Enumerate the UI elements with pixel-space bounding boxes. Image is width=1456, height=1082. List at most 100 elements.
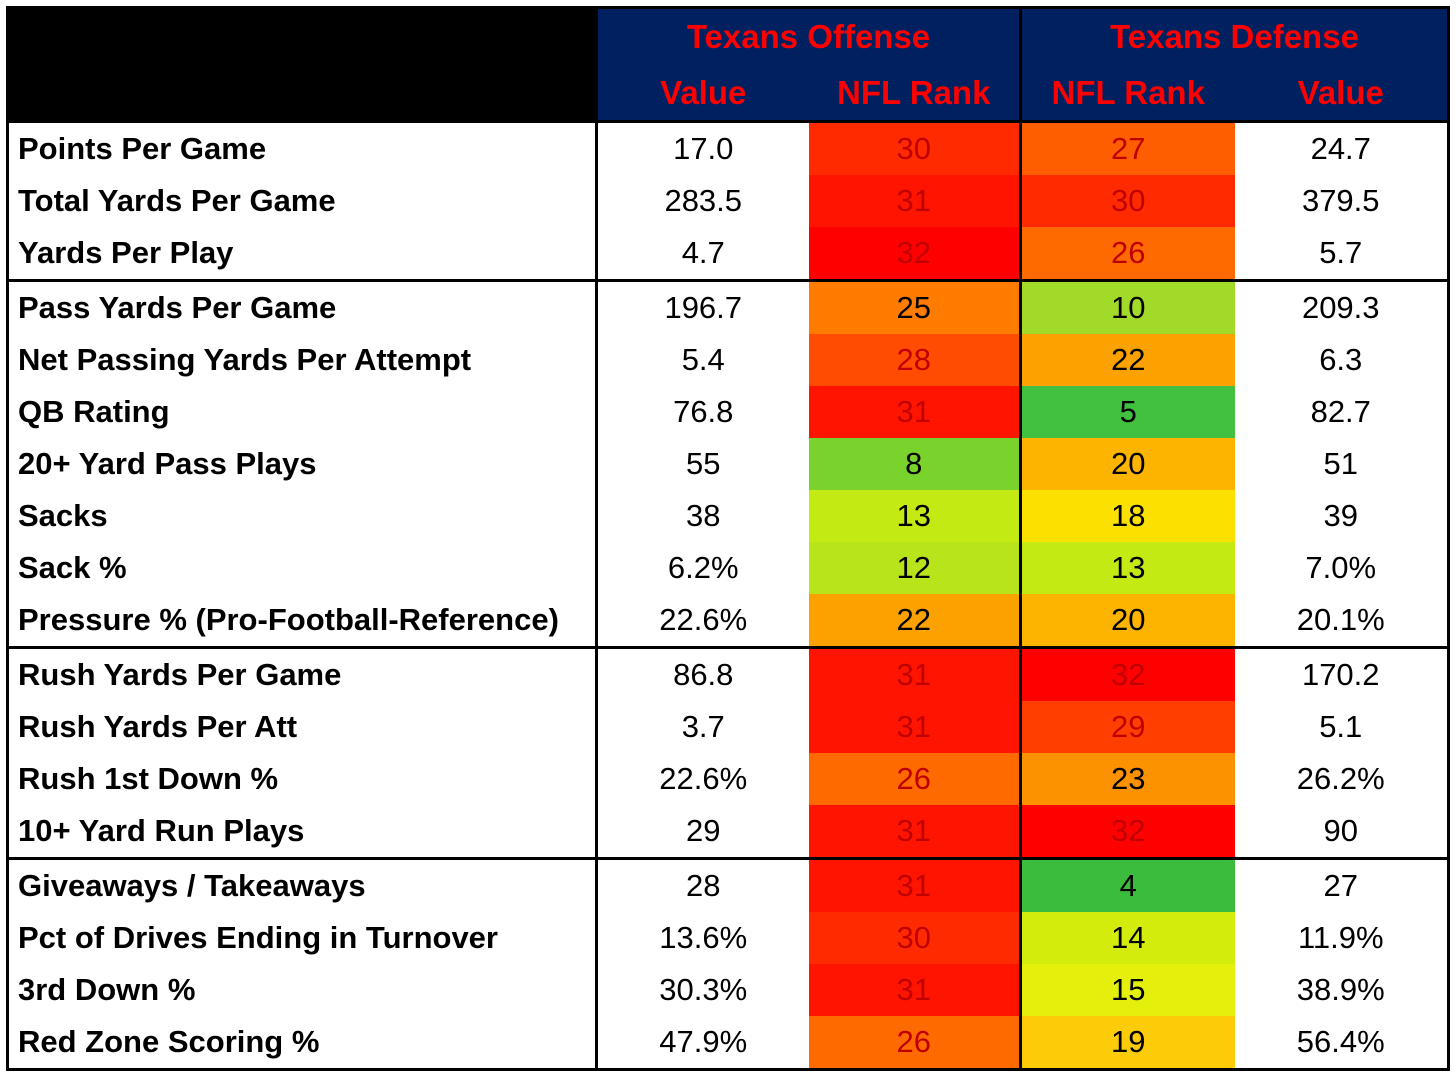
table-row: Total Yards Per Game 283.5 31 30 379.5 — [6, 175, 1450, 227]
offense-rank-cell: 26 — [808, 1016, 1022, 1071]
offense-value-cell: 4.7 — [595, 227, 809, 281]
row-label: Yards Per Play — [6, 227, 598, 281]
defense-rank-cell: 27 — [1019, 120, 1235, 175]
offense-value-cell: 28 — [595, 857, 809, 912]
offense-value-cell: 17.0 — [595, 120, 809, 175]
offense-rank-cell: 12 — [808, 542, 1022, 594]
offense-value-cell: 86.8 — [595, 646, 809, 701]
table-row: 3rd Down % 30.3% 31 15 38.9% — [6, 964, 1450, 1016]
defense-rank-cell: 19 — [1019, 1016, 1235, 1071]
defense-rank-header: NFL Rank — [1019, 65, 1235, 122]
defense-value-cell: 39 — [1234, 490, 1450, 542]
table-row: 20+ Yard Pass Plays 55 8 20 51 — [6, 438, 1450, 490]
defense-rank-cell: 5 — [1019, 386, 1235, 438]
table-row: 10+ Yard Run Plays 29 31 32 90 — [6, 805, 1450, 859]
row-label: Sacks — [6, 490, 598, 542]
defense-rank-cell: 13 — [1019, 542, 1235, 594]
offense-rank-cell: 32 — [808, 227, 1022, 281]
table-row: Rush Yards Per Game 86.8 31 32 170.2 — [6, 646, 1450, 701]
defense-rank-cell: 29 — [1019, 701, 1235, 753]
offense-rank-cell: 31 — [808, 964, 1022, 1016]
header-blank-cell — [6, 6, 598, 123]
offense-value-cell: 29 — [595, 805, 809, 859]
table-row: Yards Per Play 4.7 32 26 5.7 — [6, 227, 1450, 281]
offense-value-cell: 22.6% — [595, 753, 809, 805]
row-label: Rush Yards Per Att — [6, 701, 598, 753]
offense-rank-cell: 28 — [808, 334, 1022, 386]
offense-rank-cell: 31 — [808, 701, 1022, 753]
offense-rank-cell: 25 — [808, 279, 1022, 334]
defense-rank-cell: 32 — [1019, 646, 1235, 701]
defense-value-cell: 90 — [1234, 805, 1450, 859]
defense-value-cell: 5.7 — [1234, 227, 1450, 281]
offense-rank-header: NFL Rank — [808, 65, 1022, 122]
defense-value-cell: 56.4% — [1234, 1016, 1450, 1071]
offense-rank-cell: 31 — [808, 857, 1022, 912]
table-row: Red Zone Scoring % 47.9% 26 19 56.4% — [6, 1016, 1450, 1071]
defense-rank-cell: 4 — [1019, 857, 1235, 912]
stats-table: Texans Offense Texans Defense Value NFL … — [6, 6, 1450, 1071]
row-label: Pressure % (Pro-Football-Reference) — [6, 594, 598, 648]
defense-group-header: Texans Defense — [1019, 6, 1450, 65]
offense-rank-cell: 8 — [808, 438, 1022, 490]
offense-rank-cell: 30 — [808, 120, 1022, 175]
defense-value-cell: 82.7 — [1234, 386, 1450, 438]
offense-value-cell: 5.4 — [595, 334, 809, 386]
table-row: Points Per Game 17.0 30 27 24.7 — [6, 120, 1450, 175]
defense-value-cell: 7.0% — [1234, 542, 1450, 594]
table-row: Rush Yards Per Att 3.7 31 29 5.1 — [6, 701, 1450, 753]
offense-value-header: Value — [595, 65, 809, 122]
offense-rank-cell: 26 — [808, 753, 1022, 805]
defense-rank-cell: 18 — [1019, 490, 1235, 542]
offense-rank-cell: 31 — [808, 386, 1022, 438]
defense-rank-cell: 23 — [1019, 753, 1235, 805]
row-label: Total Yards Per Game — [6, 175, 598, 227]
defense-value-cell: 24.7 — [1234, 120, 1450, 175]
defense-value-cell: 51 — [1234, 438, 1450, 490]
defense-value-cell: 20.1% — [1234, 594, 1450, 648]
row-label: 20+ Yard Pass Plays — [6, 438, 598, 490]
row-label: Rush Yards Per Game — [6, 646, 598, 701]
offense-value-cell: 22.6% — [595, 594, 809, 648]
offense-value-cell: 283.5 — [595, 175, 809, 227]
defense-rank-cell: 15 — [1019, 964, 1235, 1016]
row-label: Pass Yards Per Game — [6, 279, 598, 334]
offense-value-cell: 55 — [595, 438, 809, 490]
offense-rank-cell: 31 — [808, 805, 1022, 859]
offense-value-cell: 6.2% — [595, 542, 809, 594]
offense-value-cell: 38 — [595, 490, 809, 542]
table-row: Pressure % (Pro-Football-Reference) 22.6%… — [6, 594, 1450, 648]
offense-value-cell: 30.3% — [595, 964, 809, 1016]
defense-value-cell: 6.3 — [1234, 334, 1450, 386]
offense-rank-cell: 22 — [808, 594, 1022, 648]
row-label: QB Rating — [6, 386, 598, 438]
offense-rank-cell: 30 — [808, 912, 1022, 964]
offense-value-cell: 3.7 — [595, 701, 809, 753]
defense-rank-cell: 32 — [1019, 805, 1235, 859]
offense-value-cell: 13.6% — [595, 912, 809, 964]
offense-value-cell: 196.7 — [595, 279, 809, 334]
table-row: QB Rating 76.8 31 5 82.7 — [6, 386, 1450, 438]
row-label: Sack % — [6, 542, 598, 594]
defense-rank-cell: 10 — [1019, 279, 1235, 334]
defense-rank-cell: 20 — [1019, 594, 1235, 648]
offense-rank-cell: 31 — [808, 175, 1022, 227]
defense-value-cell: 38.9% — [1234, 964, 1450, 1016]
row-label: Rush 1st Down % — [6, 753, 598, 805]
row-label: Net Passing Yards Per Attempt — [6, 334, 598, 386]
row-label: 3rd Down % — [6, 964, 598, 1016]
defense-value-cell: 170.2 — [1234, 646, 1450, 701]
row-label: Points Per Game — [6, 120, 598, 175]
row-label: Pct of Drives Ending in Turnover — [6, 912, 598, 964]
table-row: Net Passing Yards Per Attempt 5.4 28 22 6.3 — [6, 334, 1450, 386]
defense-rank-cell: 20 — [1019, 438, 1235, 490]
offense-rank-cell: 31 — [808, 646, 1022, 701]
defense-value-cell: 11.9% — [1234, 912, 1450, 964]
offense-value-cell: 76.8 — [595, 386, 809, 438]
table-row: Pct of Drives Ending in Turnover 13.6% 30 1… — [6, 912, 1450, 964]
offense-rank-cell: 13 — [808, 490, 1022, 542]
defense-value-cell: 27 — [1234, 857, 1450, 912]
offense-group-header: Texans Offense — [595, 6, 1022, 65]
defense-value-cell: 26.2% — [1234, 753, 1450, 805]
defense-value-cell: 379.5 — [1234, 175, 1450, 227]
